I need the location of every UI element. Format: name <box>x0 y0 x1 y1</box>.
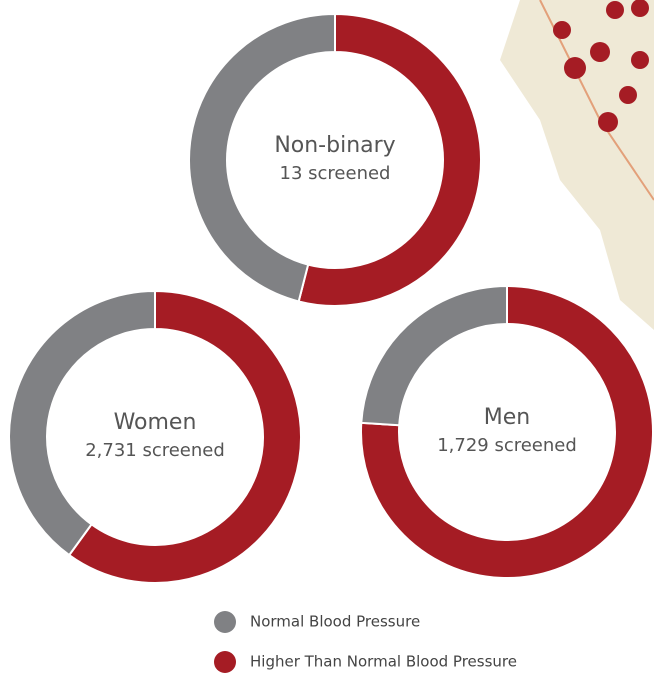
donut-slice <box>67 289 302 584</box>
legend-label: Normal Blood Pressure <box>250 613 420 631</box>
legend-label: Higher Than Normal Blood Pressure <box>250 653 517 671</box>
donut-subtitle: 1,729 screened <box>437 435 577 456</box>
legend-swatch <box>214 651 236 673</box>
donut-subtitle: 2,731 screened <box>85 440 225 461</box>
donut-slice <box>297 12 482 307</box>
donut-title: Women <box>114 410 197 435</box>
donut-title: Non-binary <box>274 133 395 158</box>
donut-slice <box>188 12 336 303</box>
donut-slice <box>8 289 156 557</box>
donut-title: Men <box>484 405 530 430</box>
donut-subtitle: 13 screened <box>280 163 391 184</box>
map-background <box>500 0 654 330</box>
donut-slice <box>360 284 508 427</box>
donut-slice <box>360 284 654 579</box>
map-markers <box>553 0 649 132</box>
legend-swatch <box>214 611 236 633</box>
